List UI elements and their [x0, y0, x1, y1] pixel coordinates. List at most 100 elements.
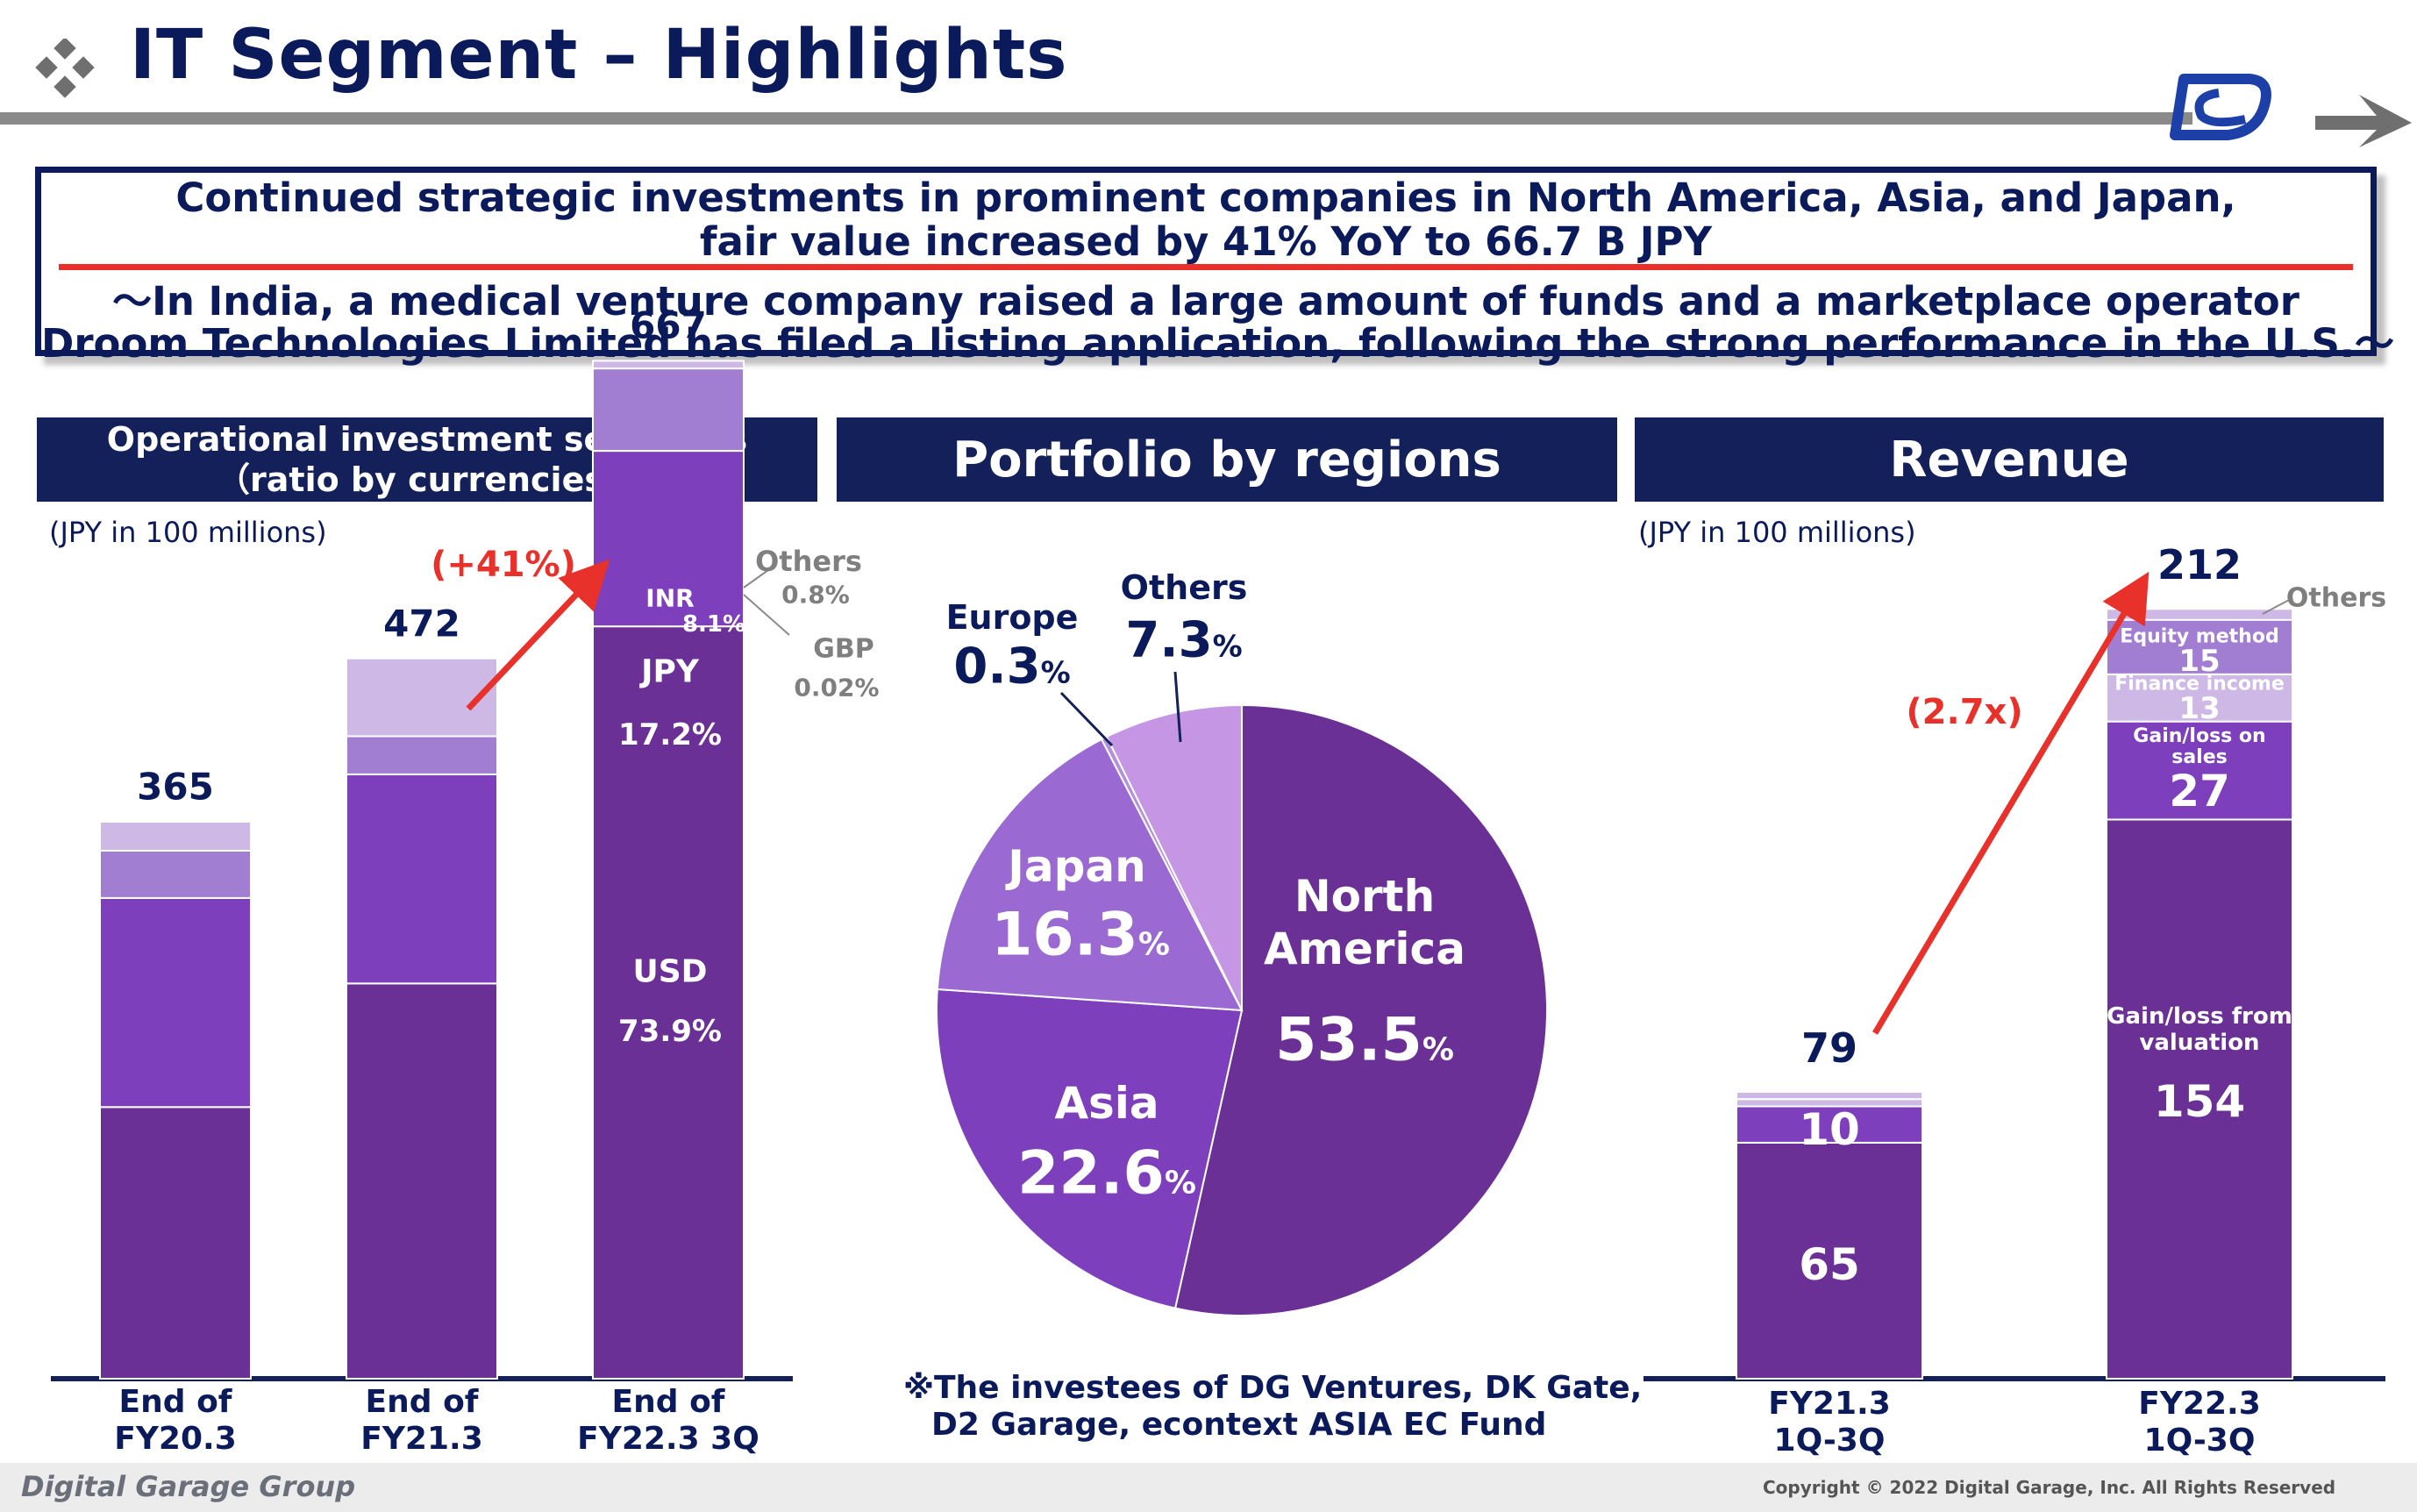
copyright: Copyright © 2022 Digital Garage, Inc. Al…: [1763, 1477, 2336, 1498]
callout-gbp-pct: 0.02%: [794, 673, 880, 703]
x-axis-label-line: FY21.3: [360, 1421, 483, 1457]
segment-label-line: valuation: [2139, 1030, 2260, 1056]
bar-total-label: 472: [383, 602, 460, 645]
page-title: IT Segment – Highlights: [130, 16, 1068, 95]
x-axis-label-line: 1Q-3Q: [1773, 1423, 1886, 1459]
panel-title-revenue: Revenue: [1889, 431, 2129, 489]
segment-label-finance: Finance income: [2114, 673, 2285, 695]
segment-label-usd: USD: [632, 953, 708, 990]
panel-header-portfolio: Portfolio by regions: [837, 417, 1617, 502]
pie-label-europe: Europe: [945, 598, 1079, 637]
pie-pct-value: 22.6: [1017, 1138, 1165, 1209]
x-axis-label-line: 1Q-3Q: [2143, 1423, 2256, 1459]
pie-pct-sign: %: [1137, 926, 1170, 963]
bar-total-label: 79: [1800, 1023, 1858, 1072]
bar-segment-gain-loss-on-sales: [2106, 720, 2293, 821]
bar-segment-usd: [592, 625, 745, 1380]
pie-pct-europe: 0.3%: [953, 638, 1070, 695]
pie-pct-japan: 16.3%: [991, 901, 1170, 970]
bar-segment-others: [2106, 608, 2293, 621]
segment-label-inr: INR: [645, 583, 695, 613]
segment-label-jpy: JPY: [641, 653, 699, 690]
x-axis-label: End of FY21.3: [360, 1384, 482, 1458]
callout-gbp: GBP: [813, 633, 874, 665]
bar-segment-inr: [592, 367, 745, 453]
segment-label-line: sales: [2171, 746, 2228, 768]
segment-value: 10: [1799, 1104, 1860, 1155]
x-axis-label-line: End of: [118, 1384, 232, 1420]
bar-segment-usd: [346, 982, 498, 1380]
title-arrow-icon: [2315, 95, 2412, 151]
pie-slice-asia: [936, 988, 1244, 1309]
pie-slice-others: [1105, 703, 1243, 1011]
pie-pct-others: 7.3%: [1125, 612, 1242, 669]
headline-divider: [59, 264, 2353, 270]
x-axis-label-line: End of: [365, 1384, 479, 1420]
x-axis-label-line: FY20.3: [114, 1421, 237, 1457]
bar-segment-jpy: [346, 773, 498, 985]
bar-segment-inr: [99, 849, 252, 899]
bar-total-label: 365: [137, 765, 214, 809]
segment-label-valuation: Gain/loss from valuation: [2107, 1003, 2292, 1056]
headline-line-3: ～In India, a medical venture company rai…: [112, 278, 2299, 325]
pie-pct-sign: %: [1040, 655, 1071, 691]
segment-pct-inr: 8.1%: [681, 611, 746, 638]
bar-total-label: 667: [630, 303, 707, 347]
headline-line-1: Continued strategic investments in promi…: [175, 175, 2236, 221]
x-axis-label-line: FY22.3 3Q: [577, 1421, 759, 1457]
x-axis-label-line: End of: [611, 1384, 725, 1420]
bar-segment-others: [1736, 1090, 1923, 1101]
dg-logo-icon: [2166, 61, 2306, 153]
pie-pct-value: 16.3: [991, 900, 1138, 970]
segment-value: 65: [1799, 1239, 1860, 1290]
pie-pct-sign: %: [1422, 1031, 1454, 1068]
growth-label-securities: (+41%): [431, 545, 576, 585]
callout-others: Others: [755, 545, 862, 578]
panel-title-securities-2: （ratio by currencies）: [217, 460, 638, 499]
segment-label-line: Gain/loss from: [2107, 1003, 2292, 1030]
segment-label-line: Gain/loss on: [2133, 725, 2266, 747]
segment-pct-usd: 73.9%: [618, 1014, 722, 1049]
pie-slice-north-america: [1173, 703, 1548, 1316]
segment-label-equity: Equity method: [2120, 625, 2279, 648]
callout-others: Others: [2285, 582, 2387, 614]
pie-label-japan: Japan: [1008, 841, 1146, 892]
bar-segment-others: [346, 657, 498, 738]
pie-slice-japan: [936, 738, 1244, 1012]
footer-band: [0, 1463, 2417, 1512]
footnote: ※The investees of DG Ventures, DK Gate, …: [903, 1370, 1642, 1444]
pie-label-north-america: North America: [1264, 870, 1465, 975]
segment-value: 27: [2169, 766, 2230, 817]
bar-segment-inr: [346, 735, 498, 775]
pie-label-asia: Asia: [1054, 1078, 1159, 1129]
callout-leader: [743, 594, 790, 636]
x-axis-label-line: FY22.3: [2138, 1386, 2261, 1422]
bar-segment-jpy: [99, 896, 252, 1109]
segment-value: 13: [2178, 691, 2221, 726]
headline-box: Continued strategic investments in promi…: [35, 167, 2394, 367]
x-axis-label: End of FY20.3: [114, 1384, 236, 1458]
bar-segment-others: [592, 360, 745, 370]
pie-pct-value: 53.5: [1275, 1005, 1422, 1075]
title-diamond-icon: [35, 37, 96, 103]
pie-leader-europe: [1059, 691, 1114, 747]
pie-pct-asia: 22.6%: [1017, 1139, 1196, 1209]
pie-label-line: North: [1294, 871, 1436, 922]
headline-line-4: Droom Technologies Limited has filed a l…: [41, 320, 2394, 367]
bar-segment-usd: [99, 1106, 252, 1380]
footnote-line-1: ※The investees of DG Ventures, DK Gate,: [903, 1370, 1643, 1406]
pie-pct-value: 0.3: [953, 638, 1041, 695]
callout-leader: [743, 569, 769, 588]
x-axis-label-line: FY21.3: [1768, 1386, 1891, 1422]
bar-segment-others: [99, 820, 252, 852]
segment-value: 154: [2153, 1076, 2246, 1127]
panel-title-portfolio: Portfolio by regions: [952, 431, 1501, 489]
segment-label-sales: Gain/loss on sales: [2133, 726, 2265, 768]
x-axis-label: FY21.3 1Q-3Q: [1768, 1386, 1890, 1459]
headline-line-2: fair value increased by 41% YoY to 66.7 …: [699, 218, 1713, 265]
callout-others-pct: 0.8%: [781, 580, 850, 610]
pie-pct-sign: %: [1212, 629, 1243, 665]
pie-pct-value: 7.3: [1125, 611, 1213, 669]
title-underline-bar: [0, 112, 2192, 125]
